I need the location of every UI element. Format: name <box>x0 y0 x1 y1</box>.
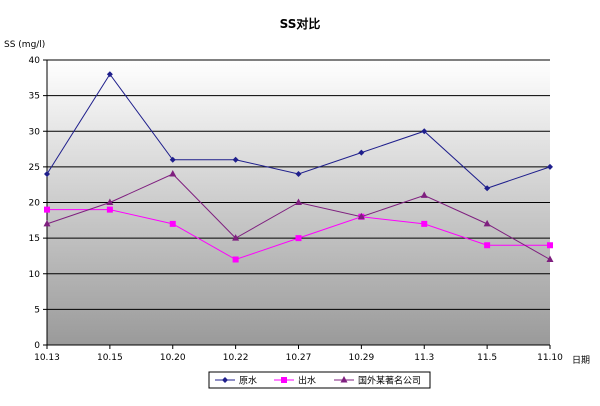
data-point <box>421 220 428 227</box>
data-point <box>169 220 176 227</box>
series-3 <box>43 170 554 262</box>
legend-box <box>208 371 431 389</box>
y-tick-label: 5 <box>34 305 40 315</box>
y-tick-label: 40 <box>29 56 41 66</box>
data-point <box>232 256 239 263</box>
series-lines <box>43 71 554 263</box>
data-point <box>169 170 177 177</box>
data-point <box>232 234 240 241</box>
data-point <box>169 156 176 163</box>
y-tick-label: 25 <box>29 163 40 173</box>
chart-title: SS对比 <box>280 16 321 31</box>
y-tick-label: 15 <box>29 234 40 244</box>
data-point <box>295 235 302 242</box>
legend-item: 原水 <box>215 375 257 387</box>
x-tick-label: 10.20 <box>160 353 186 363</box>
data-point <box>43 219 51 227</box>
data-point <box>358 149 365 156</box>
data-point <box>420 191 428 198</box>
data-point <box>547 242 553 249</box>
x-tick-label: 11.10 <box>537 353 563 363</box>
legend: 原水 出水 国外某著名公司 <box>208 371 431 389</box>
x-tick-label: 10.15 <box>97 353 123 363</box>
data-point <box>546 255 554 262</box>
legend-label: 国外某著名公司 <box>358 375 421 387</box>
series-1 <box>44 71 553 192</box>
legend-label: 出水 <box>298 375 316 387</box>
legend-swatch-marker <box>340 376 348 383</box>
legend-label: 原水 <box>239 375 257 387</box>
y-tick-labels: 0 5 10 15 20 25 30 35 40 <box>29 56 41 351</box>
data-point <box>547 163 553 170</box>
axes <box>43 59 551 349</box>
data-point <box>295 198 302 205</box>
data-point <box>295 171 302 177</box>
legend-item: 国外某著名公司 <box>334 375 421 387</box>
x-tick-label: 10.13 <box>34 353 60 363</box>
x-tick-label: 10.27 <box>286 353 312 363</box>
series-2 <box>44 206 553 263</box>
legend-swatch-marker <box>281 377 287 383</box>
data-point <box>357 212 365 220</box>
y-tick-label: 10 <box>29 270 41 280</box>
data-point <box>421 128 428 135</box>
data-point <box>483 219 491 227</box>
data-point <box>484 185 491 192</box>
data-point <box>232 156 239 163</box>
x-tick-label: 11.3 <box>414 353 434 363</box>
legend-swatch-marker <box>222 377 228 383</box>
legend-item: 出水 <box>274 375 316 387</box>
x-tick-label: 10.22 <box>223 353 249 363</box>
data-point <box>106 206 113 213</box>
x-tick-label: 11.5 <box>477 353 497 363</box>
y-tick-label: 30 <box>29 127 41 137</box>
y-axis-label: SS (mg/l) <box>4 40 45 50</box>
x-tick-label: 10.29 <box>348 353 374 363</box>
data-point <box>44 206 50 213</box>
data-point <box>484 242 491 249</box>
x-axis-label: 日期 <box>572 355 590 366</box>
y-tick-label: 20 <box>29 199 41 209</box>
x-tick-labels: 10.13 10.15 10.20 10.22 10.27 10.29 11.3 11.5 11… <box>34 353 563 363</box>
data-point <box>106 198 114 205</box>
data-point <box>106 71 113 78</box>
y-tick-label: 35 <box>29 92 40 102</box>
y-tick-label: 0 <box>34 341 40 351</box>
data-point <box>44 171 50 177</box>
